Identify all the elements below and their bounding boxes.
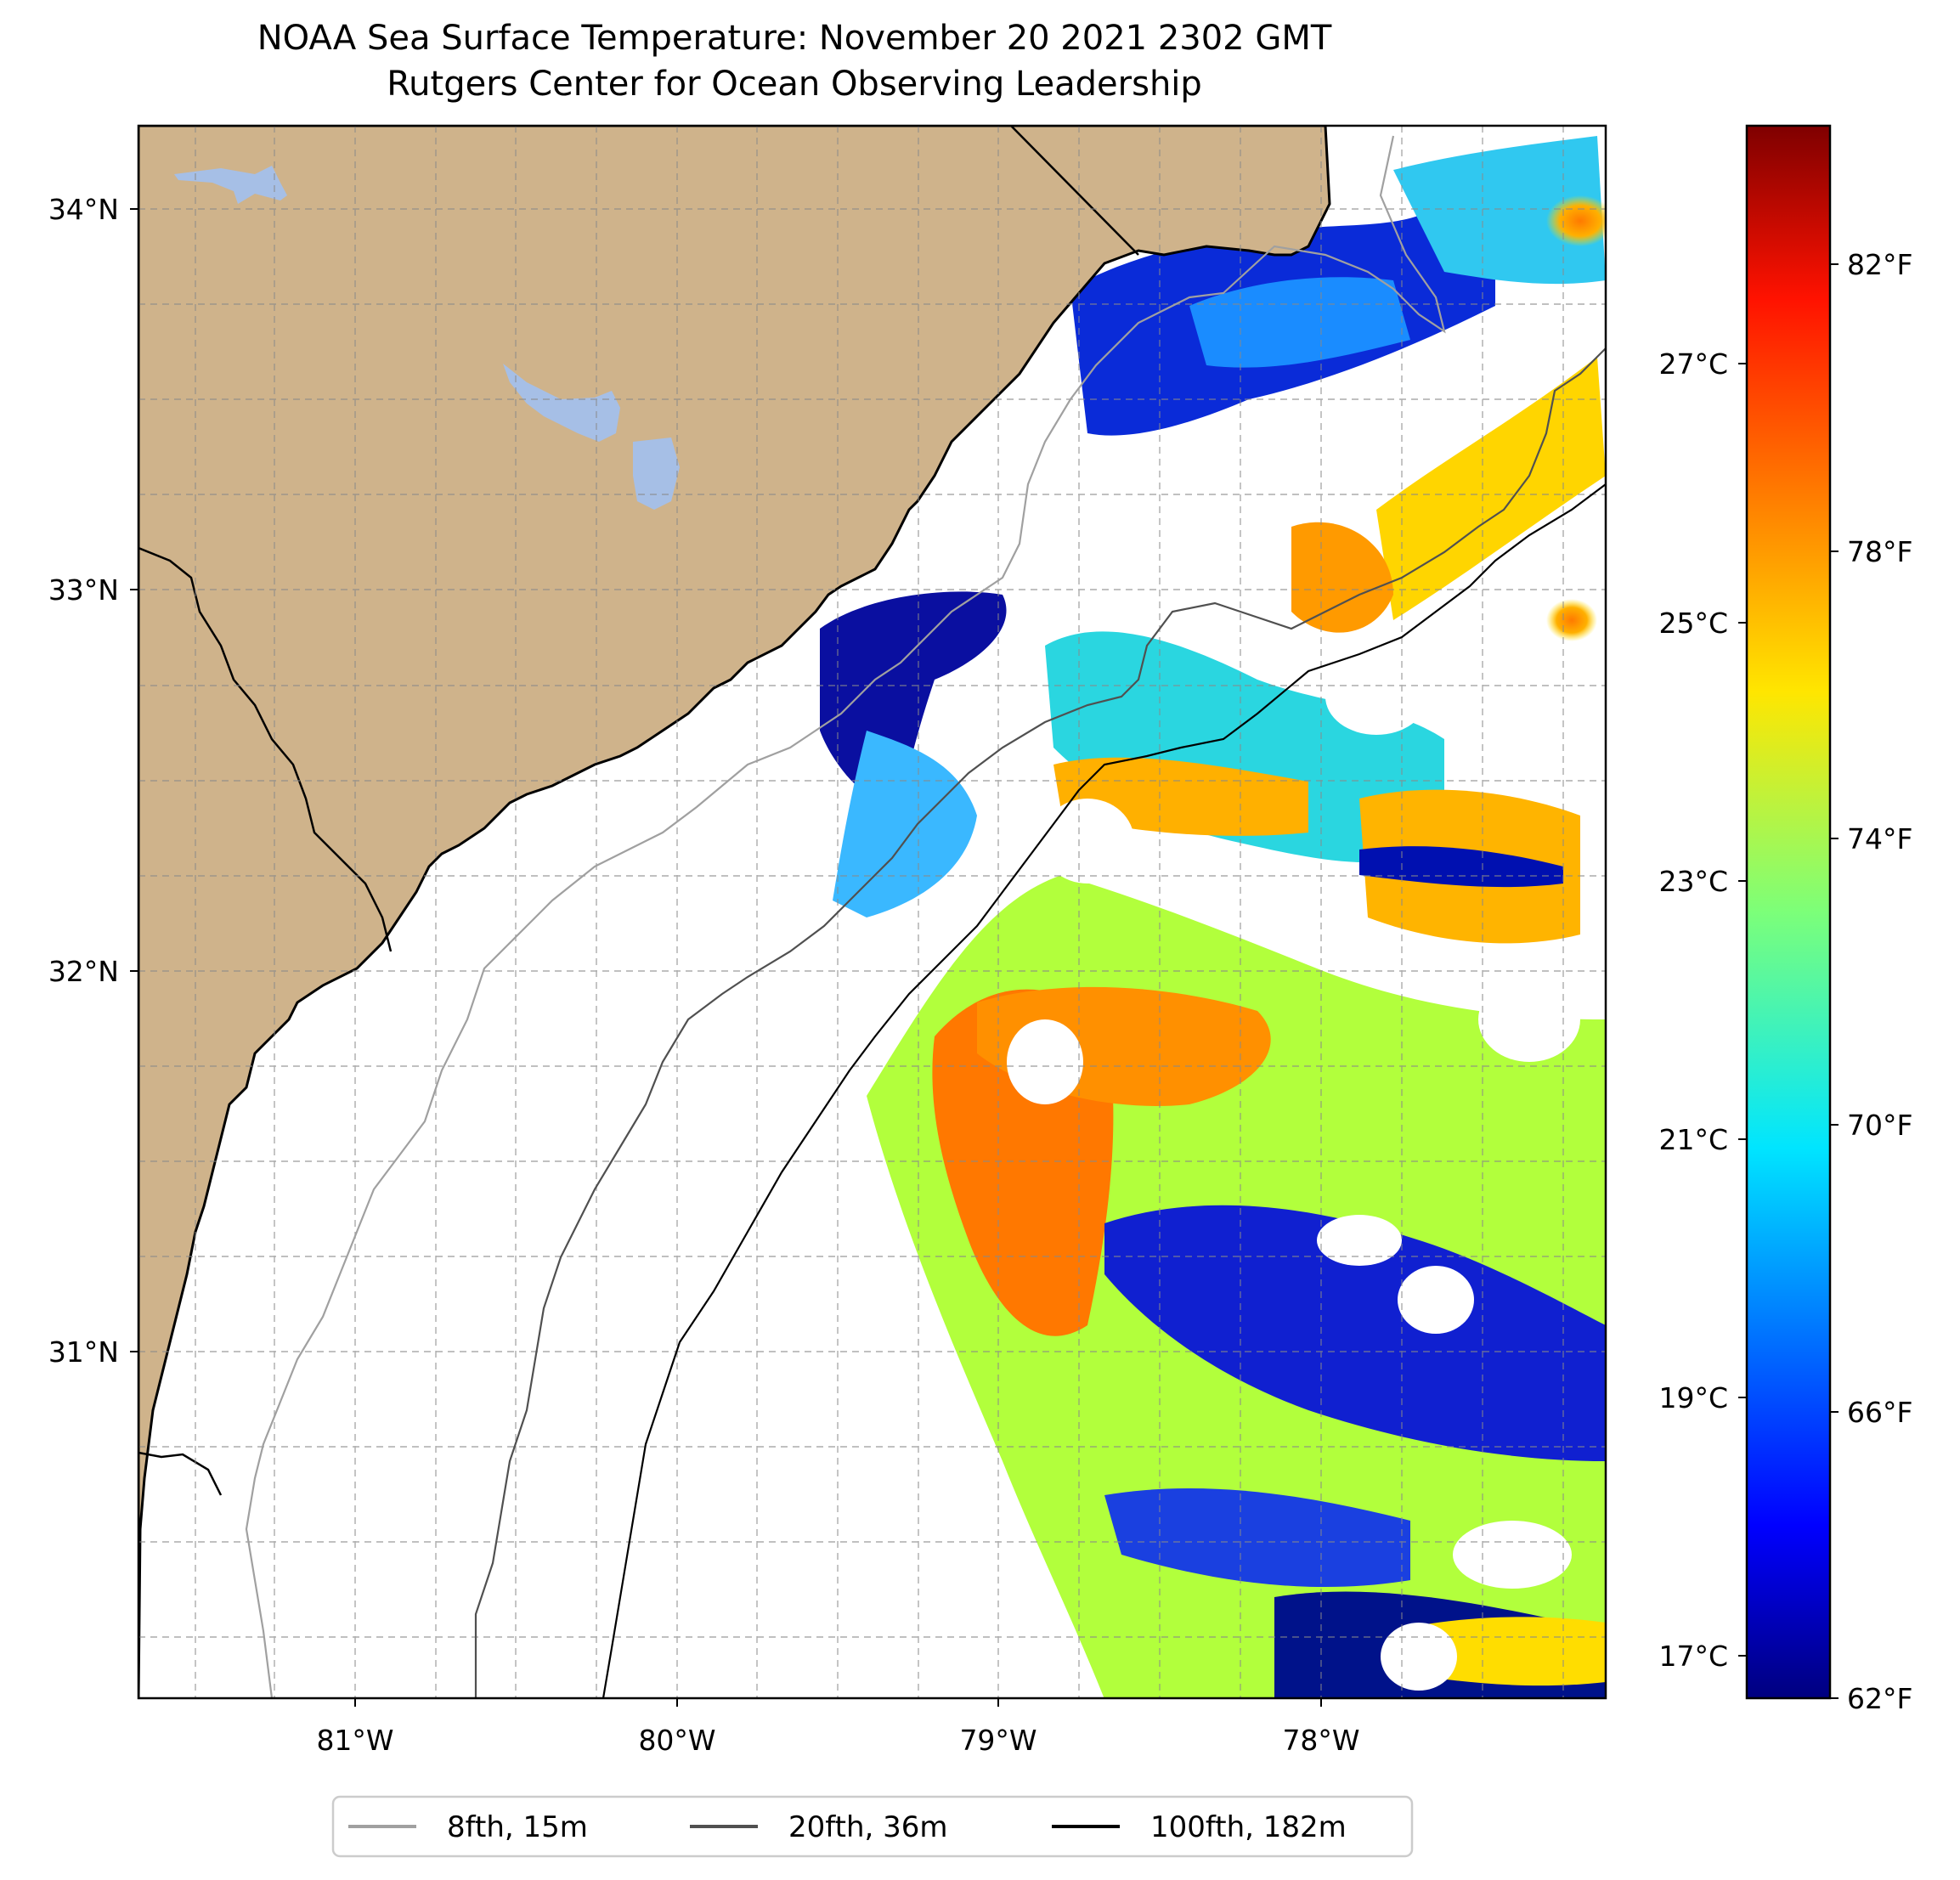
colorbar bbox=[1745, 124, 1832, 1700]
colorbar-celsius-ticks bbox=[1738, 363, 1747, 1657]
legend-label-8fth: 8fth, 15m bbox=[447, 1810, 588, 1844]
state-border bbox=[138, 546, 393, 952]
legend-label-20fth: 20fth, 36m bbox=[788, 1810, 948, 1844]
latitude-axis bbox=[130, 208, 138, 1352]
isobath-20fth bbox=[474, 347, 1606, 1698]
map-area bbox=[138, 126, 1606, 1698]
longitude-axis bbox=[354, 1698, 1322, 1707]
lon-label-79w: 79°W bbox=[959, 1724, 1036, 1757]
isobath-8fth bbox=[245, 135, 1446, 1698]
lat-label-31n: 31°N bbox=[48, 1335, 119, 1369]
colorbar-label-19c: 19°C bbox=[1658, 1381, 1728, 1414]
sst-data-layer bbox=[820, 136, 1606, 1698]
lon-label-81w: 81°W bbox=[316, 1724, 393, 1757]
colorbar-label-62f: 62°F bbox=[1847, 1682, 1912, 1715]
lon-label-78w: 78°W bbox=[1282, 1724, 1359, 1757]
legend-label-100fth: 100fth, 182m bbox=[1150, 1810, 1347, 1844]
lakes bbox=[174, 166, 680, 510]
isobath-legend: 8fth, 15m 20fth, 36m 100fth, 182m bbox=[331, 1795, 1414, 1858]
colorbar-label-70f: 70°F bbox=[1847, 1109, 1912, 1142]
map-title-line1: NOAA Sea Surface Temperature: November 2… bbox=[257, 19, 1332, 58]
map-gridlines bbox=[138, 126, 1606, 1698]
lat-label-34n: 34°N bbox=[48, 193, 119, 226]
lat-label-33n: 33°N bbox=[48, 573, 119, 607]
colorbar-label-78f: 78°F bbox=[1847, 535, 1912, 568]
colorbar-label-23c: 23°C bbox=[1658, 865, 1728, 898]
colorbar-fahrenheit-ticks bbox=[1830, 263, 1839, 1699]
lon-label-80w: 80°W bbox=[638, 1724, 715, 1757]
colorbar-label-25c: 25°C bbox=[1658, 607, 1728, 640]
colorbar-label-27c: 27°C bbox=[1658, 347, 1728, 381]
colorbar-label-66f: 66°F bbox=[1847, 1396, 1912, 1429]
colorbar-label-21c: 21°C bbox=[1658, 1123, 1728, 1156]
colorbar-label-82f: 82°F bbox=[1847, 248, 1912, 281]
isobath-100fth bbox=[602, 483, 1606, 1698]
colorbar-label-17c: 17°C bbox=[1658, 1640, 1728, 1673]
lat-label-32n: 32°N bbox=[48, 955, 119, 988]
map-title-line2: Rutgers Center for Ocean Observing Leade… bbox=[387, 65, 1202, 104]
map-frame bbox=[137, 124, 1607, 1700]
colorbar-label-74f: 74°F bbox=[1847, 822, 1912, 855]
